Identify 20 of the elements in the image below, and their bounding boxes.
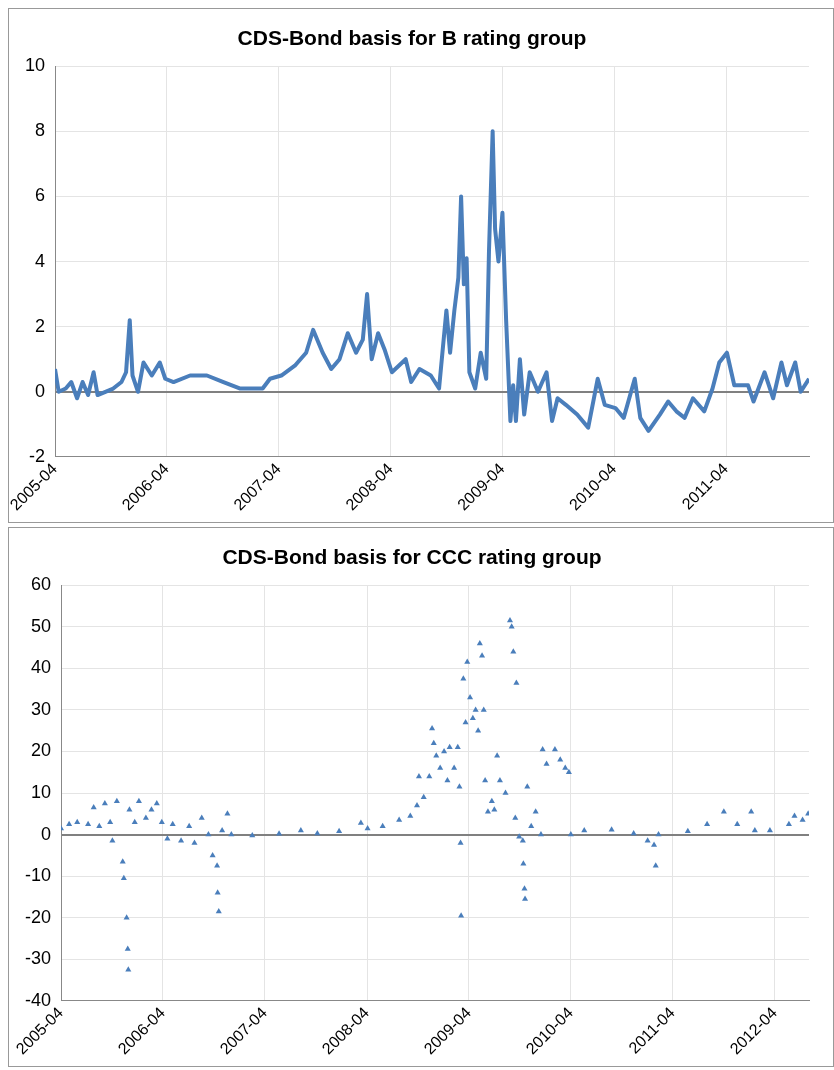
y-tick-label: -2 [29,445,46,466]
y-tick-label: 0 [41,823,52,844]
y-tick-label: 2 [35,315,46,336]
y-tick-label: 30 [30,698,52,719]
chart-title: CDS-Bond basis for CCC rating group [222,545,602,569]
y-tick-label: 20 [30,740,52,761]
y-tick-label: -40 [25,989,52,1010]
y-tick-label: 40 [30,657,52,678]
y-tick-label: -20 [25,906,52,927]
y-tick-label: -30 [25,948,52,969]
y-tick-label: 8 [35,120,46,141]
y-tick-label: 4 [35,250,46,271]
y-tick-label: 60 [30,574,52,595]
y-tick-label: 50 [30,615,52,636]
chart-title: CDS-Bond basis for B rating group [237,26,587,50]
y-tick-label: 6 [35,185,46,206]
y-tick-label: 0 [35,380,46,401]
y-tick-label: -10 [25,865,52,886]
y-tick-label: 10 [24,55,46,76]
y-tick-label: 10 [30,782,52,803]
